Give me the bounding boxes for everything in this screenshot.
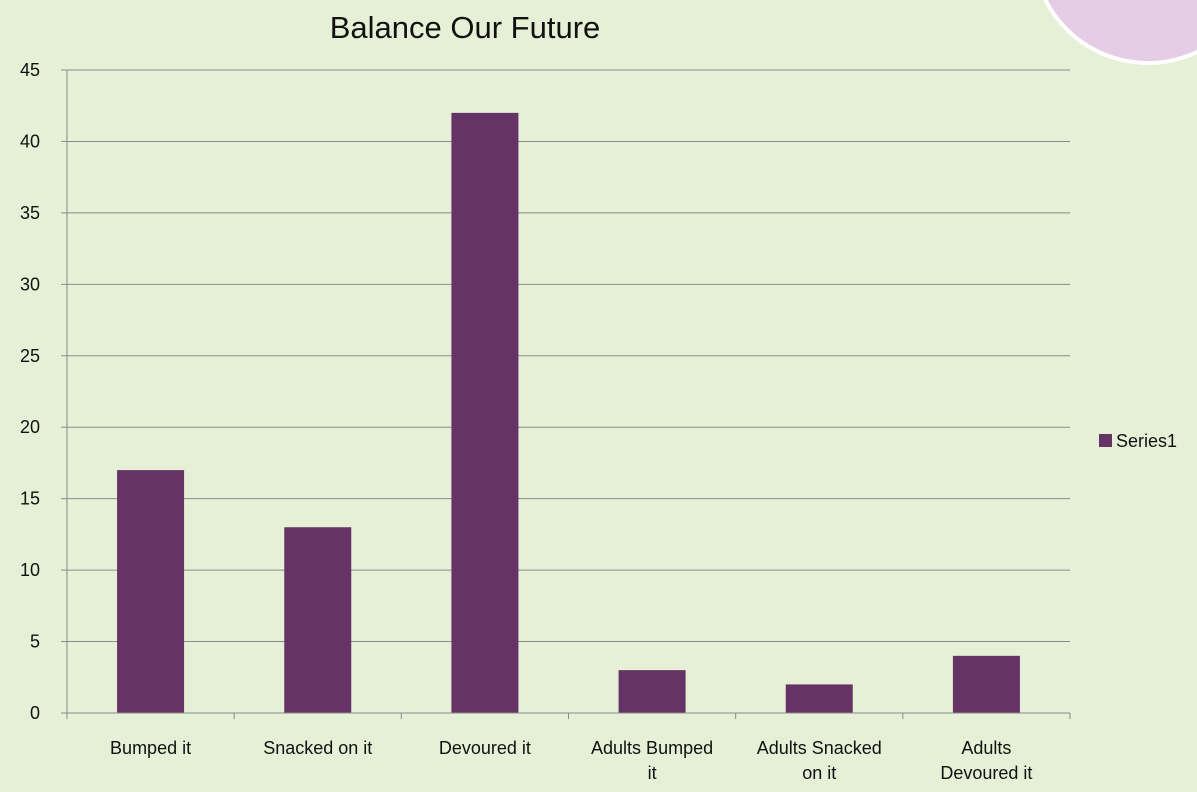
legend-swatch	[1099, 434, 1112, 447]
chart-title: Balance Our Future	[330, 10, 601, 45]
y-tick-label: 45	[20, 60, 40, 80]
y-tick-label: 35	[20, 203, 40, 223]
x-category-label: Adults Bumped	[591, 738, 713, 758]
x-category-label: Devoured it	[940, 763, 1032, 783]
bar	[785, 684, 853, 713]
x-category-label: Adults	[961, 738, 1011, 758]
x-category-label: Bumped it	[110, 738, 191, 758]
corner-decoration-circle	[1043, 0, 1197, 65]
y-tick-label: 15	[20, 489, 40, 509]
x-category-label: it	[648, 763, 657, 783]
bar	[451, 112, 519, 713]
bar	[117, 470, 185, 713]
y-axis-ticks: 0 5 10 15 20 25 30 35 40 45	[20, 60, 67, 723]
x-category-label: Devoured it	[439, 738, 531, 758]
legend-label-series1: Series1	[1116, 431, 1177, 451]
y-tick-label: 25	[20, 346, 40, 366]
legend: Series1	[1099, 431, 1177, 451]
y-tick-label: 0	[30, 703, 40, 723]
y-tick-label: 20	[20, 417, 40, 437]
bar	[284, 527, 352, 713]
x-category-label: Snacked on it	[263, 738, 372, 758]
bar	[618, 670, 686, 713]
x-axis	[66, 70, 1071, 719]
x-category-label: on it	[802, 763, 836, 783]
gridlines	[67, 69, 1070, 643]
bar	[952, 655, 1020, 713]
y-tick-label: 40	[20, 131, 40, 151]
y-tick-label: 30	[20, 274, 40, 294]
y-tick-label: 10	[20, 560, 40, 580]
x-axis-labels: Bumped it Snacked on it Devoured it Adults …	[110, 738, 1032, 783]
x-category-label: Adults Snacked	[757, 738, 882, 758]
bars	[117, 112, 1020, 713]
y-tick-label: 5	[30, 632, 40, 652]
